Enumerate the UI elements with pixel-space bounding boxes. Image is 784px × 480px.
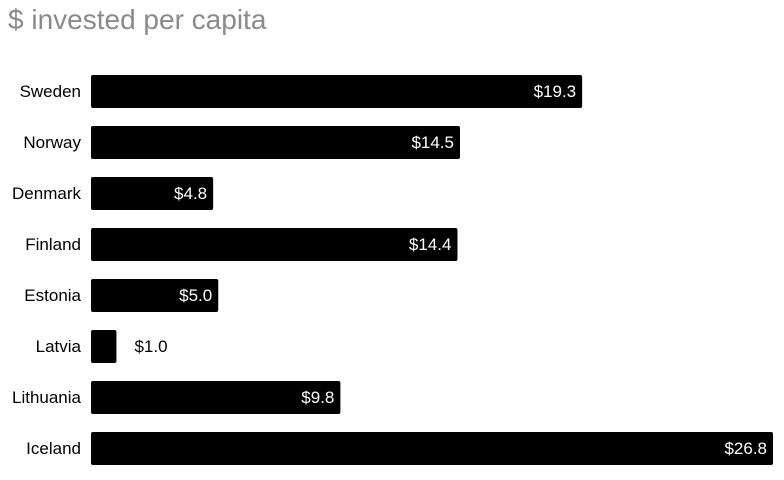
chart-title: $ invested per capita [8, 4, 267, 35]
category-label: Lithuania [12, 388, 82, 407]
category-label: Finland [25, 235, 81, 254]
bar [91, 330, 117, 363]
data-label: $14.5 [411, 133, 454, 152]
data-label: $9.8 [301, 388, 334, 407]
bar [91, 432, 773, 465]
category-label: Norway [23, 133, 81, 152]
category-label: Estonia [24, 286, 81, 305]
category-label: Latvia [36, 337, 82, 356]
bar [91, 279, 219, 312]
data-label: $1.0 [134, 337, 167, 356]
data-label: $5.0 [179, 286, 212, 305]
category-label: Sweden [20, 82, 81, 101]
data-label: $26.8 [724, 439, 767, 458]
bar [91, 381, 341, 414]
bar [91, 75, 583, 108]
bar [91, 126, 460, 159]
category-label: Denmark [12, 184, 81, 203]
data-label: $14.4 [409, 235, 452, 254]
category-label: Iceland [26, 439, 81, 458]
data-label: $19.3 [534, 82, 577, 101]
bar [91, 228, 458, 261]
data-label: $4.8 [174, 184, 207, 203]
bar [91, 177, 214, 210]
